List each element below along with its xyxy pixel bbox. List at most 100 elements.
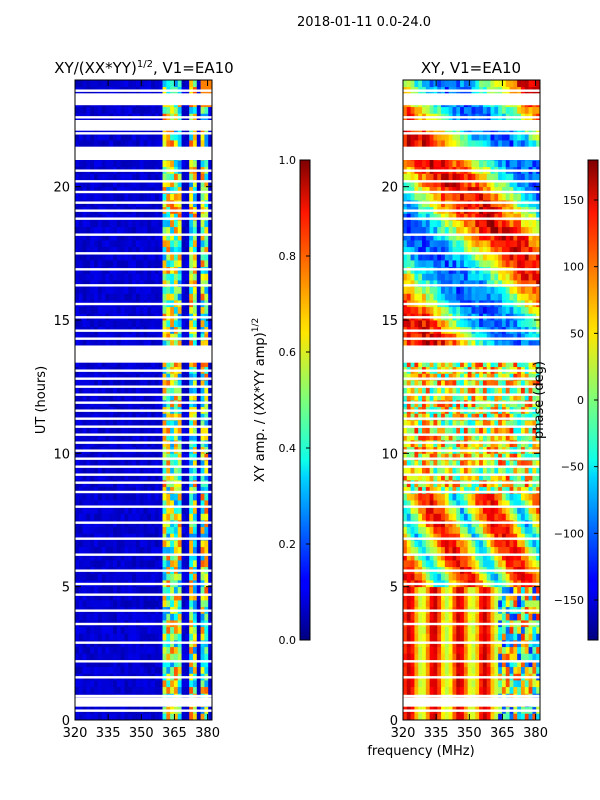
heatmap-cell [189, 613, 194, 621]
heatmap-cell [490, 686, 495, 694]
heatmap-cell [460, 540, 465, 548]
heatmap-cell [208, 280, 213, 288]
heatmap-cell [139, 413, 144, 421]
heatmap-cell [173, 233, 179, 241]
heatmap-cell [78, 600, 84, 608]
heatmap-cell [139, 220, 144, 228]
heatmap-cell [437, 460, 442, 468]
heatmap-cell [173, 493, 179, 501]
heatmap-cell [158, 173, 163, 181]
heatmap-cell [208, 133, 213, 141]
heatmap-cell [166, 186, 171, 194]
heatmap-cell [422, 653, 427, 661]
heatmap-cell [101, 560, 106, 568]
heatmap-cell [128, 533, 133, 541]
heatmap-cell [452, 573, 457, 581]
heatmap-cell [513, 546, 518, 554]
heatmap-cell [524, 713, 529, 721]
heatmap-cell [128, 220, 133, 228]
heatmap-cell [166, 360, 171, 368]
heatmap-cell [471, 660, 476, 668]
heatmap-cell [151, 220, 156, 228]
heatmap-cell [151, 246, 156, 254]
heatmap-cell [177, 466, 182, 474]
heatmap-cell [75, 686, 80, 694]
heatmap-cell [406, 453, 412, 461]
heatmap-cell [181, 186, 186, 194]
heatmap-cell [520, 486, 526, 494]
heatmap-cell [517, 586, 522, 594]
heatmap-cell [132, 526, 137, 534]
heatmap-cell [132, 106, 137, 114]
heatmap-cell [139, 633, 144, 641]
heatmap-cell [406, 486, 412, 494]
heatmap-cell [486, 666, 491, 674]
heatmap-cell [479, 686, 484, 694]
heatmap-cell [414, 553, 419, 561]
heatmap-cell [433, 593, 438, 601]
heatmap-cell [82, 506, 87, 514]
heatmap-cell [460, 546, 465, 554]
heatmap-cell [109, 426, 114, 434]
heatmap-cell [513, 666, 518, 674]
heatmap-cell [139, 140, 144, 148]
heatmap-cell [86, 386, 91, 394]
heatmap-cell [189, 653, 194, 661]
heatmap-cell [181, 260, 186, 268]
heatmap-cell [97, 600, 103, 608]
heatmap-cell [94, 500, 99, 508]
heatmap-cell [90, 173, 95, 181]
heatmap-cell [162, 226, 167, 234]
heatmap-cell [192, 560, 198, 568]
heatmap-cell [200, 653, 205, 661]
heatmap-cell [82, 293, 87, 301]
heatmap-cell [467, 513, 472, 521]
heatmap-cell [482, 553, 488, 561]
heatmap-cell [143, 646, 148, 654]
heatmap-cell [132, 626, 137, 634]
heatmap-cell [406, 626, 412, 634]
heatmap-cell [177, 506, 182, 514]
heatmap-cell [204, 686, 209, 694]
heatmap-cell [173, 613, 179, 621]
heatmap-cell [82, 600, 87, 608]
heatmap-cell [101, 466, 106, 474]
heatmap-cell [135, 220, 141, 228]
heatmap-cell [456, 546, 461, 554]
heatmap-cell [82, 686, 87, 694]
heatmap-cell [517, 493, 522, 501]
heatmap-cell [200, 213, 205, 221]
heatmap-cell [97, 213, 103, 221]
heatmap-cell [158, 546, 163, 554]
heatmap-cell [166, 246, 171, 254]
heatmap-cell [204, 573, 209, 581]
heatmap-cell [135, 180, 141, 188]
heatmap-cell [113, 306, 118, 314]
heatmap-cell [410, 466, 415, 474]
heatmap-cell [75, 233, 80, 241]
heatmap-cell [82, 680, 87, 688]
heatmap-cell [124, 686, 129, 694]
heatmap-cell [173, 660, 179, 668]
heatmap-cell [192, 246, 198, 254]
heatmap-cell [105, 193, 110, 201]
heatmap-cell [151, 373, 156, 381]
heatmap-cell [204, 306, 209, 314]
heatmap-cell [158, 680, 163, 688]
heatmap-cell [170, 433, 175, 441]
heatmap-cell [173, 553, 179, 561]
heatmap-cell [154, 633, 160, 641]
heatmap-cell [479, 680, 484, 688]
heatmap-cell [86, 173, 91, 181]
heatmap-cell [418, 526, 423, 534]
heatmap-cell [532, 653, 537, 661]
heatmap-cell [482, 473, 488, 481]
heatmap-cell [135, 513, 141, 521]
heatmap-cell [181, 280, 186, 288]
heatmap-cell [132, 433, 137, 441]
heatmap-cell [475, 513, 480, 521]
heatmap-cell [189, 426, 194, 434]
heatmap-cell [116, 613, 122, 621]
heatmap-cell [498, 686, 503, 694]
heatmap-cell [536, 500, 541, 508]
